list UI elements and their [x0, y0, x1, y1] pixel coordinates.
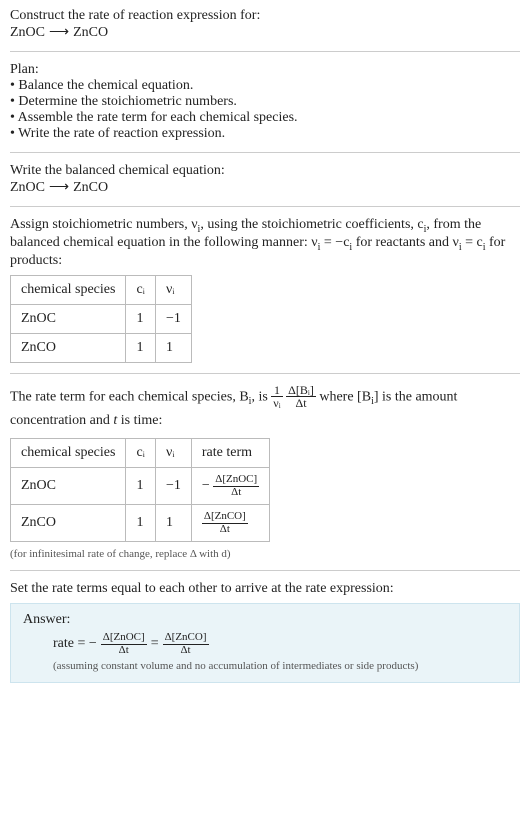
- cell-c: 1: [126, 304, 156, 333]
- fraction-den: νᵢ: [271, 397, 282, 410]
- fraction-num: Δ[Bᵢ]: [286, 384, 316, 398]
- fraction-den: Δt: [101, 645, 147, 657]
- answer-assumption: (assuming constant volume and no accumul…: [53, 660, 507, 672]
- fraction-den: Δt: [213, 487, 259, 499]
- col-header-nu: νᵢ: [155, 275, 191, 304]
- fraction-den: Δt: [286, 397, 316, 410]
- table-row: ZnCO 1 1 Δ[ZnCO] Δt: [11, 505, 270, 542]
- fraction: Δ[ZnOC] Δt: [101, 632, 147, 656]
- balanced-block: Write the balanced chemical equation: Zn…: [10, 163, 520, 196]
- final-block: Set the rate terms equal to each other t…: [10, 581, 520, 683]
- plan-item: • Assemble the rate term for each chemic…: [10, 110, 520, 126]
- balanced-eq-left: ZnOC: [10, 180, 45, 196]
- stoich-table: chemical species cᵢ νᵢ ZnOC 1 −1 ZnCO 1 …: [10, 275, 192, 363]
- cell-c: 1: [126, 333, 156, 362]
- stoich-text: for reactants and ν: [352, 235, 459, 250]
- divider: [10, 206, 520, 207]
- cell-species: ZnCO: [11, 505, 126, 542]
- fraction-num: 1: [271, 384, 282, 398]
- plan-item-text: Write the rate of reaction expression.: [18, 126, 225, 141]
- cell-nu: 1: [155, 505, 191, 542]
- plan-block: Plan: • Balance the chemical equation. •…: [10, 62, 520, 142]
- plan-label: Plan:: [10, 62, 520, 78]
- divider: [10, 152, 520, 153]
- rateterm-text: is time:: [117, 413, 162, 428]
- table-row: ZnCO 1 1: [11, 333, 192, 362]
- cell-species: ZnCO: [11, 333, 126, 362]
- table-header-row: chemical species cᵢ νᵢ rate term: [11, 439, 270, 468]
- plan-item: • Determine the stoichiometric numbers.: [10, 94, 520, 110]
- rateterm-text: , is: [251, 389, 271, 404]
- balanced-eq-right: ZnCO: [73, 180, 108, 196]
- rateterm-block: The rate term for each chemical species,…: [10, 384, 520, 561]
- cell-c: 1: [126, 468, 156, 505]
- cell-rate: − Δ[ZnOC] Δt: [191, 468, 269, 505]
- table-header-row: chemical species cᵢ νᵢ: [11, 275, 192, 304]
- rateterm-table: chemical species cᵢ νᵢ rate term ZnOC 1 …: [10, 438, 270, 542]
- col-header-c: cᵢ: [126, 275, 156, 304]
- plan-item: • Balance the chemical equation.: [10, 78, 520, 94]
- stoich-intro: Assign stoichiometric numbers, νi, using…: [10, 217, 520, 269]
- cell-c: 1: [126, 505, 156, 542]
- col-header-species: chemical species: [11, 439, 126, 468]
- answer-box: Answer: rate = − Δ[ZnOC] Δt = Δ[ZnCO] Δt…: [10, 603, 520, 683]
- cell-rate: Δ[ZnCO] Δt: [191, 505, 269, 542]
- rateterm-intro: The rate term for each chemical species,…: [10, 384, 520, 433]
- answer-label: Answer:: [23, 612, 507, 628]
- stoich-text: = −c: [320, 235, 349, 250]
- balanced-equation: ZnOC ⟶ ZnCO: [10, 179, 520, 196]
- col-header-rate: rate term: [191, 439, 269, 468]
- cell-species: ZnOC: [11, 304, 126, 333]
- divider: [10, 570, 520, 571]
- fraction-den: Δt: [202, 524, 248, 536]
- cell-nu: −1: [155, 468, 191, 505]
- fraction: Δ[ZnCO] Δt: [202, 511, 248, 535]
- plan-item-text: Determine the stoichiometric numbers.: [18, 94, 237, 109]
- stoich-block: Assign stoichiometric numbers, νi, using…: [10, 217, 520, 363]
- fraction: Δ[ZnCO] Δt: [163, 632, 209, 656]
- rateterm-note: (for infinitesimal rate of change, repla…: [10, 548, 520, 560]
- plan-item-text: Balance the chemical equation.: [18, 78, 193, 93]
- fraction: Δ[Bᵢ] Δt: [286, 384, 316, 410]
- final-intro: Set the rate terms equal to each other t…: [10, 581, 520, 597]
- header-equation: ZnOC ⟶ ZnCO: [10, 24, 520, 41]
- cell-nu: 1: [155, 333, 191, 362]
- header-eq-right: ZnCO: [73, 25, 108, 41]
- rate-label: rate = −: [53, 636, 97, 652]
- divider: [10, 51, 520, 52]
- col-header-nu: νᵢ: [155, 439, 191, 468]
- stoich-text: , using the stoichiometric coefficients,…: [200, 217, 423, 232]
- fraction-num: Δ[ZnCO]: [202, 511, 248, 524]
- header-eq-left: ZnOC: [10, 25, 45, 41]
- fraction-num: Δ[ZnOC]: [213, 474, 259, 487]
- plan-item-text: Assemble the rate term for each chemical…: [18, 110, 298, 125]
- divider: [10, 373, 520, 374]
- rate-sign: −: [202, 478, 210, 493]
- rateterm-text: The rate term for each chemical species,…: [10, 389, 249, 404]
- stoich-text: Assign stoichiometric numbers, ν: [10, 217, 198, 232]
- col-header-species: chemical species: [11, 275, 126, 304]
- header-title: Construct the rate of reaction expressio…: [10, 8, 520, 24]
- stoich-text: = c: [462, 235, 483, 250]
- fraction: Δ[ZnOC] Δt: [213, 474, 259, 498]
- balanced-label: Write the balanced chemical equation:: [10, 163, 520, 179]
- table-row: ZnOC 1 −1: [11, 304, 192, 333]
- arrow-icon: ⟶: [49, 24, 69, 41]
- arrow-icon: ⟶: [49, 179, 69, 196]
- answer-rate-expression: rate = − Δ[ZnOC] Δt = Δ[ZnCO] Δt: [53, 632, 507, 656]
- table-row: ZnOC 1 −1 − Δ[ZnOC] Δt: [11, 468, 270, 505]
- plan-item: • Write the rate of reaction expression.: [10, 126, 520, 142]
- fraction: 1 νᵢ: [271, 384, 282, 410]
- cell-species: ZnOC: [11, 468, 126, 505]
- equals-sign: =: [151, 636, 159, 652]
- header-block: Construct the rate of reaction expressio…: [10, 8, 520, 41]
- fraction-den: Δt: [163, 645, 209, 657]
- rateterm-text: where [B: [319, 389, 371, 404]
- col-header-c: cᵢ: [126, 439, 156, 468]
- cell-nu: −1: [155, 304, 191, 333]
